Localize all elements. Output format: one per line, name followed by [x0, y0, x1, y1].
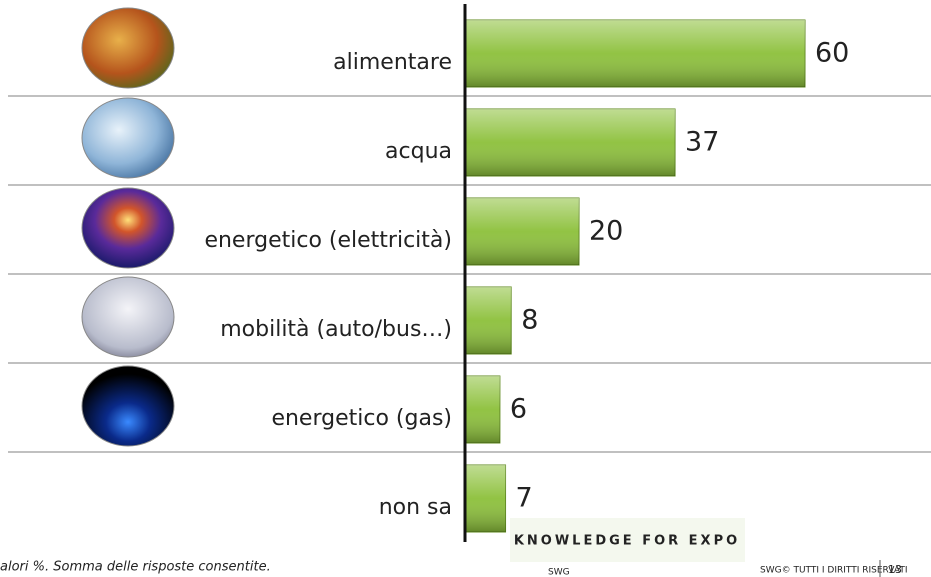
separators: [8, 95, 931, 453]
icon-food: [81, 7, 175, 89]
value-label: 6: [510, 394, 527, 425]
bar: [465, 375, 501, 444]
bar: [465, 19, 806, 88]
value-label: 20: [589, 216, 623, 247]
icon-bulb: [81, 187, 175, 269]
value-label: 60: [815, 38, 849, 69]
logo: KNOWLEDGE FOR EXPO SWG: [510, 518, 745, 577]
category-label: energetico (elettricità): [204, 228, 452, 253]
icon-gas: [81, 365, 175, 447]
value-label: 37: [685, 127, 719, 158]
logo-box: [510, 518, 745, 562]
bar: [465, 464, 507, 533]
bar: [465, 108, 676, 177]
bars: [465, 19, 806, 533]
icons: [81, 7, 175, 447]
logo-text: KNOWLEDGE FOR EXPO: [514, 534, 740, 549]
footnote: alori %. Somma delle risposte consentite…: [0, 560, 271, 575]
icon-mobility: [81, 276, 175, 358]
value-label: 8: [521, 305, 538, 336]
bar: [465, 197, 580, 266]
category-label: mobilità (auto/bus…): [220, 317, 452, 342]
category-label: alimentare: [333, 50, 452, 75]
category-label: non sa: [379, 495, 452, 520]
category-label: energetico (gas): [271, 406, 452, 431]
value-label: 7: [516, 483, 533, 514]
copyright: SWG© TUTTI I DIRITTI RISERVATI: [760, 566, 908, 576]
logo-brand: SWG: [548, 568, 570, 577]
page-number: 13: [888, 563, 902, 576]
icon-water: [81, 97, 175, 179]
category-label: acqua: [385, 139, 452, 164]
bar: [465, 286, 512, 355]
